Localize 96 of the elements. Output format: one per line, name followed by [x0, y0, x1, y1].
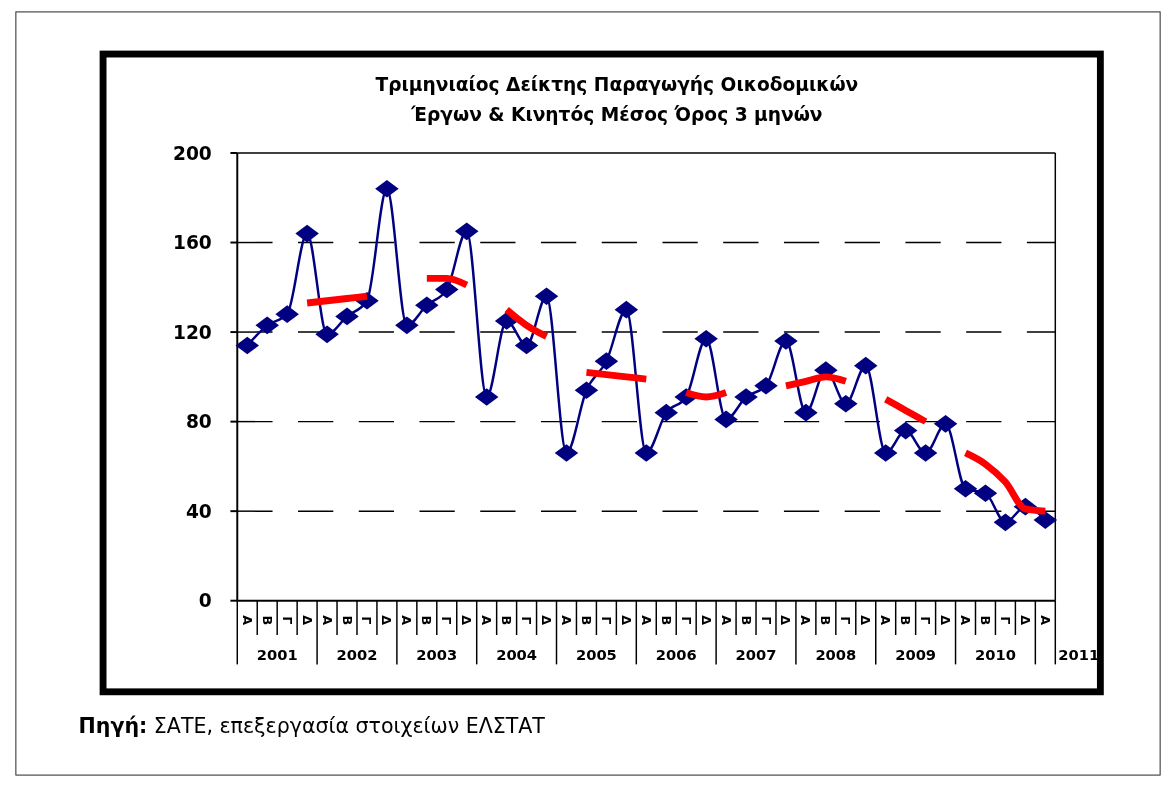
x-tick-label: Δ	[618, 615, 634, 626]
x-tick-label: Δ	[459, 615, 475, 626]
x-tick-label: Γ	[758, 616, 774, 625]
x-tick-label: Δ	[379, 615, 395, 626]
point	[375, 179, 399, 198]
y-tick-label: 80	[185, 411, 212, 433]
x-tick-label: Γ	[279, 616, 295, 625]
point	[714, 410, 738, 429]
point	[295, 224, 319, 243]
x-tick-label: Γ	[918, 616, 934, 625]
x-tick-label: Γ	[997, 616, 1013, 625]
point	[933, 415, 958, 433]
point	[454, 222, 479, 241]
x-tick-label: Α	[559, 615, 575, 626]
point	[435, 280, 459, 299]
point	[873, 444, 898, 462]
text: 2004	[496, 646, 538, 664]
x-tick-label: Α	[958, 615, 974, 626]
x-tick-label: Γ	[678, 616, 694, 625]
point	[315, 325, 339, 344]
x-tick-label: Δ	[858, 615, 874, 626]
point	[754, 376, 778, 395]
text: 2007	[735, 646, 777, 664]
x-tick-label: Α	[399, 615, 415, 626]
text: 2009	[895, 646, 937, 664]
x-tick-label: Β	[738, 615, 754, 626]
text: 2001	[256, 646, 298, 664]
text: 2008	[815, 646, 857, 664]
point	[854, 356, 878, 375]
x-tick-label: Β	[658, 615, 674, 626]
point	[255, 316, 279, 335]
x-tick-label: Γ	[439, 616, 455, 625]
text: 2010	[975, 646, 1016, 664]
x-tick-label: Γ	[838, 616, 854, 625]
point	[953, 479, 978, 498]
x-tick-label: Β	[898, 615, 914, 626]
chart-title: Τριμηνιαίος Δείκτης Παραγωγής Οικοδομικών Έργων & Κινητός Μέσος Όρος 3 μηνών	[375, 74, 859, 125]
x-tick-label: Β	[419, 615, 435, 626]
point	[335, 307, 359, 326]
x-tick-label: Β	[978, 615, 994, 626]
x-tick-label: Δ	[698, 615, 714, 626]
point	[275, 305, 299, 323]
x-tick-label: Β	[578, 615, 594, 626]
text: 2002	[336, 646, 378, 664]
point	[774, 332, 798, 350]
x-tick-label: Δ	[938, 615, 954, 626]
point	[395, 316, 419, 335]
x-tick-label: Β	[499, 615, 515, 626]
x-tick-label: Δ	[539, 615, 555, 626]
y-tick-label: 200	[172, 142, 212, 164]
point	[834, 394, 858, 413]
point	[554, 444, 579, 462]
x-tick-label: Α	[479, 615, 495, 626]
point	[415, 296, 439, 315]
text: 2003	[416, 646, 458, 664]
text: Πηγή: ΣΑΤΕ, επεξεργασία στοιχείων ΕΛΣΤΑΤ	[78, 713, 546, 738]
x-tick-label: Α	[319, 615, 335, 626]
x-tick-label: Α	[638, 615, 654, 626]
x-tick-label: Β	[339, 615, 355, 626]
x-tick-label: Β	[818, 615, 834, 626]
point	[614, 300, 639, 319]
point	[634, 444, 659, 462]
x-tick-label: Α	[239, 615, 255, 626]
x-tick-label: Δ	[1017, 615, 1033, 626]
point	[235, 336, 260, 355]
point	[574, 381, 599, 400]
x-tick-label: Γ	[359, 616, 375, 625]
point	[913, 444, 938, 462]
point	[694, 329, 718, 348]
point	[514, 336, 539, 355]
point	[734, 388, 758, 406]
x-tick-label: Δ	[778, 615, 794, 626]
y-tick-label: 120	[172, 321, 212, 343]
y-tick-label: 40	[185, 500, 212, 522]
point	[594, 352, 619, 370]
x-tick-label: Γ	[519, 616, 535, 625]
x-tick-label: Β	[259, 615, 275, 626]
point	[973, 484, 998, 503]
y-tick-label: 0	[198, 590, 212, 612]
x-tick-label: Δ	[299, 615, 315, 626]
x-tick-label: Α	[878, 615, 894, 626]
point	[534, 287, 559, 306]
x-tick-label: Α	[718, 615, 734, 626]
y-tick-label: 160	[172, 232, 212, 254]
text: 2006	[655, 646, 697, 664]
point	[654, 403, 678, 422]
point	[1033, 511, 1058, 529]
x-tick-label: Γ	[598, 616, 614, 625]
text: 2011	[1058, 646, 1100, 664]
point	[893, 421, 918, 440]
point	[794, 403, 818, 422]
point	[993, 513, 1018, 532]
x-tick-label: Α	[798, 615, 814, 626]
x-tick-label: Α	[1037, 615, 1053, 626]
point	[474, 388, 499, 406]
text: 2005	[575, 646, 617, 664]
